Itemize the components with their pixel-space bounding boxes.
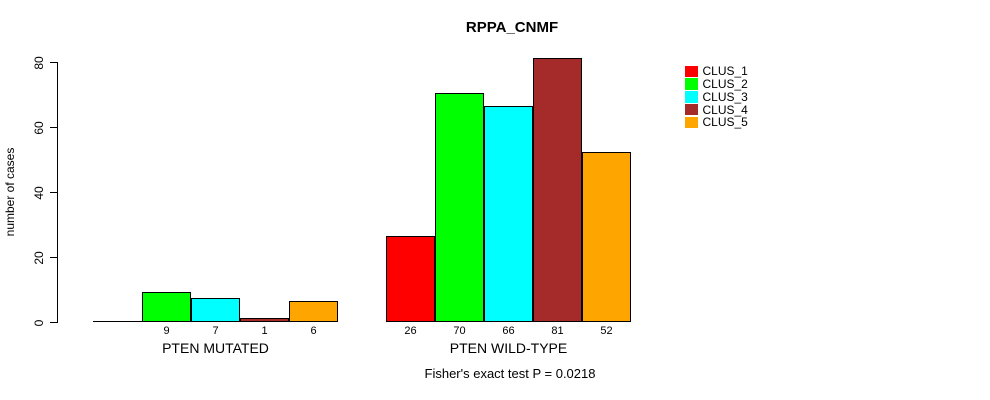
legend-swatch-clus_2	[685, 78, 698, 90]
legend-label: CLUS_1	[702, 64, 748, 79]
y-tick-label: 80	[32, 55, 46, 70]
bar-value-label: 70	[453, 325, 466, 337]
bar-value-label: 6	[310, 325, 317, 337]
legend-item-clus_5: CLUS_5	[685, 116, 748, 129]
bar-value-label: 66	[502, 325, 515, 337]
bar-clus_2	[435, 93, 484, 322]
legend-item-clus_2: CLUS_2	[685, 78, 748, 91]
bar-clus_3	[484, 106, 533, 322]
bar-value-label: 26	[404, 325, 417, 337]
bar-clus_3	[191, 298, 240, 322]
bar-clus_5	[289, 301, 338, 322]
bar-clus_5	[582, 152, 631, 322]
bar-value-label: 7	[212, 325, 219, 337]
legend-item-clus_3: CLUS_3	[685, 91, 748, 104]
y-tick-mark	[50, 127, 57, 128]
y-tick-mark	[50, 62, 57, 63]
bar-value-label: 1	[261, 325, 268, 337]
legend-swatch-clus_5	[685, 116, 698, 129]
legend-swatch-clus_4	[685, 103, 698, 116]
legend-swatch-clus_1	[685, 65, 698, 78]
bar-value-label: 81	[551, 325, 564, 337]
legend-label: CLUS_5	[702, 115, 748, 130]
stat-annotation: Fisher's exact test P = 0.0218	[424, 366, 596, 381]
bar-clus_1	[386, 236, 435, 322]
bar-clus_4	[240, 318, 289, 322]
legend-item-clus_1: CLUS_1	[685, 65, 748, 78]
x-category-label-pten-mutated: PTEN MUTATED	[162, 340, 269, 356]
y-tick-label: 0	[32, 319, 46, 326]
y-tick-label: 40	[32, 185, 46, 200]
legend-label: CLUS_3	[702, 89, 748, 104]
bar-clus_4	[533, 58, 582, 322]
legend-item-clus_4: CLUS_4	[685, 103, 748, 116]
y-tick-mark	[50, 192, 57, 193]
bar-value-label: 9	[163, 325, 170, 337]
y-tick-mark	[50, 322, 57, 323]
legend-label: CLUS_2	[702, 77, 748, 92]
x-category-label-pten-wild-type: PTEN WILD-TYPE	[449, 340, 568, 356]
y-axis-label: number of cases	[3, 147, 17, 237]
y-axis-line	[57, 62, 58, 323]
legend-label: CLUS_4	[702, 102, 748, 117]
y-tick-mark	[50, 257, 57, 258]
chart-title: RPPA_CNMF	[465, 19, 559, 36]
legend: CLUS_1 CLUS_2 CLUS_3 CLUS_4 CLUS_5	[685, 65, 748, 129]
y-tick-label: 20	[32, 250, 46, 265]
bar-clus_2	[142, 292, 191, 322]
y-tick-label: 60	[32, 120, 46, 135]
bar-value-label: 52	[600, 325, 613, 337]
legend-swatch-clus_3	[685, 91, 698, 103]
